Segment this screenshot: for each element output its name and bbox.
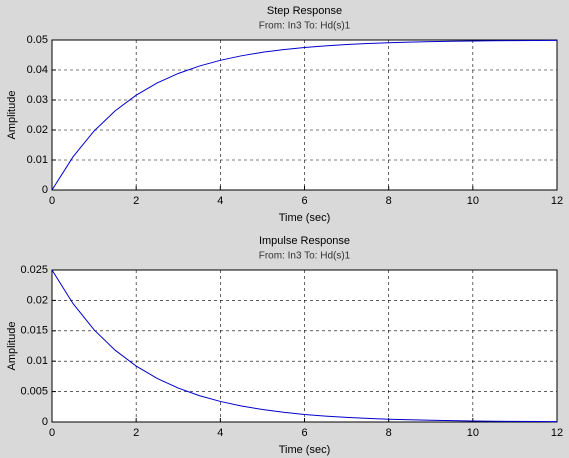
y-tick-label: 0.02 xyxy=(27,294,48,306)
y-tick-label: 0.04 xyxy=(27,64,48,76)
y-tick-label: 0.01 xyxy=(27,154,48,166)
x-tick-label: 12 xyxy=(551,195,563,207)
y-tick-label: 0.005 xyxy=(20,386,48,398)
data-line xyxy=(51,269,558,423)
x-tick-label: 4 xyxy=(217,195,223,207)
y-tick-label: 0.03 xyxy=(27,94,48,106)
x-tick-label: 2 xyxy=(133,195,139,207)
y-tick-label: 0.015 xyxy=(20,325,48,337)
x-tick-label: 6 xyxy=(301,427,307,439)
chart-subtitle: From: In3 To: Hd(s)1 xyxy=(259,251,351,262)
x-tick-label: 0 xyxy=(49,427,55,439)
x-tick-label: 10 xyxy=(467,427,479,439)
y-tick-label: 0.02 xyxy=(27,124,48,136)
y-axis-label: Amplitude xyxy=(6,322,18,371)
x-tick-label: 12 xyxy=(551,427,563,439)
y-tick-label: 0.05 xyxy=(27,34,48,46)
plot-area xyxy=(52,270,557,422)
y-axis-label: Amplitude xyxy=(6,91,18,140)
x-tick-label: 8 xyxy=(386,195,392,207)
plot-frame xyxy=(51,269,558,423)
x-axis-label: Time (sec) xyxy=(279,212,331,224)
x-tick-label: 6 xyxy=(301,195,307,207)
x-tick-label: 4 xyxy=(217,427,223,439)
data-line xyxy=(51,39,558,191)
chart-subtitle: From: In3 To: Hd(s)1 xyxy=(259,21,351,32)
x-tick-label: 8 xyxy=(386,427,392,439)
y-tick-label: 0 xyxy=(42,416,48,428)
plot-frame xyxy=(51,39,558,191)
x-tick-label: 2 xyxy=(133,427,139,439)
y-tick-label: 0 xyxy=(42,184,48,196)
chart-title: Step Response xyxy=(267,5,342,17)
chart-title: Impulse Response xyxy=(259,235,350,247)
x-tick-label: 0 xyxy=(49,195,55,207)
y-tick-label: 0.01 xyxy=(27,355,48,367)
x-tick-label: 10 xyxy=(467,195,479,207)
y-tick-label: 0.025 xyxy=(20,264,48,276)
x-axis-label: Time (sec) xyxy=(279,444,331,456)
